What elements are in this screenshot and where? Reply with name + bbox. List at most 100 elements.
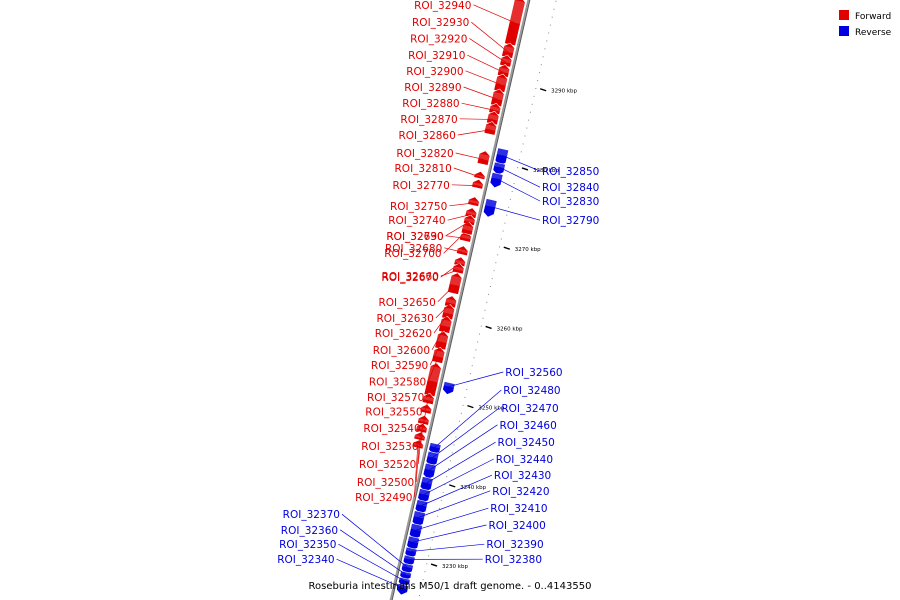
feature-highlight bbox=[463, 217, 476, 223]
gene-label: ROI_32940 bbox=[414, 0, 471, 12]
minor-tick bbox=[418, 594, 420, 596]
minor-tick bbox=[517, 167, 519, 169]
minor-tick bbox=[524, 135, 526, 137]
gene-label: ROI_32840 bbox=[542, 182, 599, 194]
legend: Forward Reverse bbox=[839, 10, 892, 38]
leader-line bbox=[473, 4, 516, 24]
minor-tick bbox=[486, 301, 488, 303]
minor-tick bbox=[457, 428, 459, 430]
leader-line bbox=[341, 513, 408, 568]
leader-line bbox=[447, 214, 471, 221]
feature-highlight bbox=[456, 248, 469, 254]
gene-feature bbox=[489, 171, 504, 189]
feature-highlight bbox=[400, 570, 412, 576]
minor-tick bbox=[546, 40, 548, 42]
minor-tick bbox=[531, 103, 533, 105]
minor-tick bbox=[518, 159, 520, 161]
feature-highlight bbox=[449, 275, 462, 287]
minor-tick bbox=[460, 412, 462, 414]
minor-tick bbox=[438, 507, 440, 509]
gene-label: ROI_32340 bbox=[277, 554, 334, 566]
gene-label: ROI_32350 bbox=[279, 539, 336, 551]
feature-highlight bbox=[427, 365, 442, 383]
leader-line bbox=[463, 86, 498, 100]
gene-label: ROI_32870 bbox=[400, 114, 457, 126]
minor-tick bbox=[424, 571, 426, 573]
leader-line bbox=[490, 206, 541, 221]
gene-feature bbox=[431, 346, 446, 364]
minor-tick bbox=[553, 8, 555, 10]
leader-line bbox=[467, 54, 504, 73]
leader-line bbox=[501, 155, 541, 172]
gene-label: ROI_32520 bbox=[359, 459, 416, 471]
leader-line bbox=[496, 178, 541, 202]
minor-tick bbox=[498, 246, 500, 248]
minor-tick bbox=[475, 349, 477, 351]
feature-highlight bbox=[487, 113, 500, 121]
feature-highlight bbox=[472, 182, 484, 187]
minor-tick bbox=[544, 48, 546, 50]
gene-feature bbox=[482, 198, 498, 218]
leader-line bbox=[451, 184, 478, 186]
feature-highlight bbox=[454, 259, 466, 265]
gene-label: ROI_32430 bbox=[494, 470, 551, 482]
feature-highlight bbox=[509, 0, 526, 24]
feature-highlight bbox=[491, 172, 504, 180]
minor-tick bbox=[458, 420, 460, 422]
minor-tick bbox=[506, 214, 508, 216]
feature-highlight bbox=[416, 499, 428, 507]
leader-line bbox=[449, 202, 474, 207]
gene-label: ROI_32850 bbox=[542, 166, 599, 178]
gene-label: ROI_32680 bbox=[385, 243, 442, 255]
feature-highlight bbox=[418, 488, 431, 496]
gene-label: ROI_32550 bbox=[365, 407, 422, 419]
gene-label: ROI_32440 bbox=[496, 454, 553, 466]
leader-line bbox=[471, 21, 509, 53]
gene-label: ROI_32910 bbox=[408, 50, 465, 62]
gene-label: ROI_32620 bbox=[375, 328, 432, 340]
minor-tick bbox=[555, 0, 557, 2]
gene-label: ROI_32770 bbox=[393, 180, 450, 192]
gene-label: ROI_32590 bbox=[371, 360, 428, 372]
minor-tick bbox=[480, 325, 482, 327]
minor-tick bbox=[478, 333, 480, 335]
minor-tick bbox=[471, 365, 473, 367]
leader-line bbox=[445, 221, 470, 237]
leader-line bbox=[465, 70, 501, 85]
minor-tick bbox=[466, 388, 468, 390]
gene-label: ROI_32600 bbox=[373, 345, 430, 357]
gene-label: ROI_32900 bbox=[406, 66, 463, 78]
minor-tick bbox=[529, 111, 531, 113]
minor-tick bbox=[542, 56, 544, 58]
legend-forward-label: Forward bbox=[855, 12, 891, 22]
gene-label: ROI_32500 bbox=[357, 477, 414, 489]
minor-tick bbox=[504, 222, 506, 224]
minor-tick bbox=[488, 293, 490, 295]
minor-tick bbox=[528, 119, 530, 121]
leader-line bbox=[426, 381, 433, 398]
minor-tick bbox=[433, 531, 435, 533]
major-tick bbox=[449, 484, 456, 488]
leader-line bbox=[338, 543, 405, 582]
minor-tick bbox=[431, 539, 433, 541]
leader-line bbox=[461, 102, 495, 111]
tick-label: 3230 kbp bbox=[442, 564, 468, 570]
gene-labels: ROI_32940 ROI_32930 ROI_32920 ROI_32910 ROI_… bbox=[277, 0, 599, 589]
minor-tick bbox=[469, 373, 471, 375]
minor-tick bbox=[500, 238, 502, 240]
tick-label: 3290 kbp bbox=[551, 89, 577, 95]
minor-tick bbox=[422, 579, 424, 581]
minor-tick bbox=[449, 460, 451, 462]
minor-tick bbox=[526, 127, 528, 129]
major-tick bbox=[539, 88, 547, 92]
minor-tick bbox=[533, 95, 535, 97]
minor-tick bbox=[440, 499, 442, 501]
gene-label: ROI_32490 bbox=[355, 492, 412, 504]
gene-label: ROI_32420 bbox=[492, 486, 549, 498]
minor-tick bbox=[491, 278, 493, 280]
minor-tick bbox=[522, 143, 524, 145]
gene-label: ROI_32390 bbox=[486, 539, 543, 551]
leader-line bbox=[445, 235, 466, 239]
minor-tick bbox=[540, 64, 542, 66]
feature-highlight bbox=[416, 426, 428, 431]
